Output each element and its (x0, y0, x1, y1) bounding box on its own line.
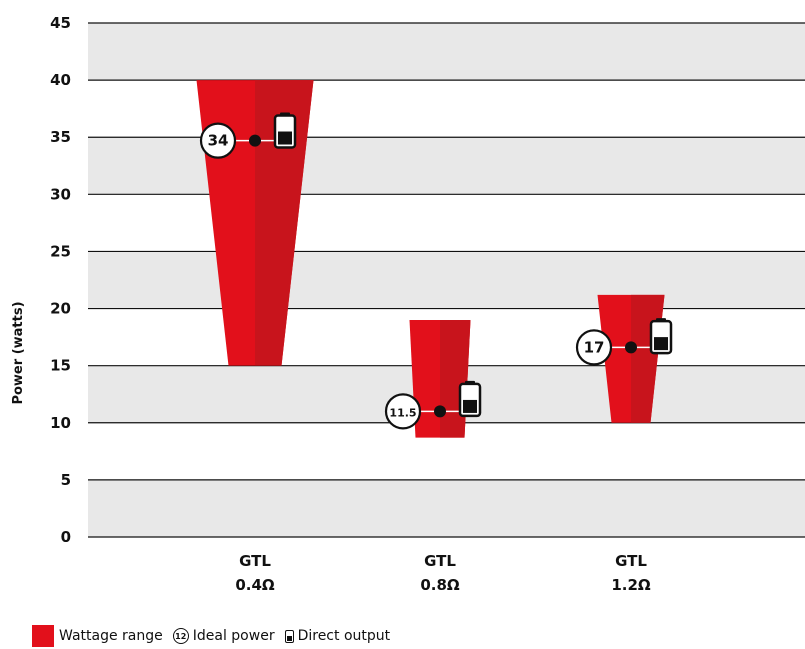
legend-label-direct-output: Direct output (297, 628, 391, 644)
y-tick-label: 25 (50, 242, 71, 260)
ideal-power-dot (625, 341, 637, 354)
ideal-power-dot (434, 405, 446, 418)
y-tick-label: 10 (50, 414, 71, 432)
y-tick-label: 35 (50, 128, 71, 146)
y-tick-label: 20 (50, 300, 71, 318)
grid-band (88, 137, 805, 195)
grid-band (88, 479, 805, 537)
ideal-power-label: 11.5 (389, 406, 416, 419)
grid-band (88, 251, 805, 309)
category-label-line2: 0.8Ω (420, 576, 460, 594)
power-markers: 34 11.5 17 (199, 112, 673, 430)
legend-item-ideal-power: 12 Ideal power (172, 628, 275, 644)
category-label-line2: 0.4Ω (235, 576, 275, 594)
legend-label-ideal-power: Ideal power (192, 628, 275, 644)
grid-bands (88, 23, 805, 537)
ideal-power-dot (249, 134, 261, 147)
y-tick-label: 15 (50, 357, 71, 375)
category-label-line1: GTL (239, 552, 271, 570)
ideal-power-circle (384, 393, 422, 430)
battery-fill (654, 337, 668, 351)
ideal-power-label: 17 (584, 338, 605, 356)
ideal-power-label: 34 (208, 132, 229, 150)
category-label-line2: 1.2Ω (611, 576, 651, 594)
ideal-power-circle (575, 329, 613, 366)
y-tick-label: 0 (61, 528, 71, 546)
category-label-line1: GTL (424, 552, 456, 570)
battery-icon (284, 629, 294, 643)
chart: 0 5 10 15 20 25 30 35 40 45 Power (watts) 34 11.5 1… (11, 14, 805, 594)
category-labels: GTL 0.4Ω GTL 0.8Ω GTL 1.2Ω (235, 552, 651, 594)
y-tick-label: 30 (50, 185, 71, 203)
y-tick-label: 5 (61, 471, 71, 489)
y-axis-ticks: 0 5 10 15 20 25 30 35 40 45 (50, 14, 71, 546)
legend-item-wattage-range: Wattage range (32, 625, 163, 647)
legend-label-wattage-range: Wattage range (59, 628, 163, 644)
legend-item-direct-output: Direct output (284, 628, 391, 644)
circle-number-icon: 12 (172, 628, 189, 644)
legend: Wattage range 12 Ideal power Direct outp… (32, 623, 400, 649)
grid-band (88, 23, 805, 81)
y-tick-label: 40 (50, 71, 71, 89)
category-label-line1: GTL (615, 552, 647, 570)
red-swatch-icon (32, 625, 54, 647)
battery-fill (463, 399, 477, 413)
y-tick-label: 45 (50, 14, 71, 32)
battery-fill (278, 131, 292, 145)
wattage-range-shade (255, 80, 314, 366)
ideal-power-circle (199, 122, 237, 159)
y-axis-label: Power (watts) (11, 301, 26, 404)
